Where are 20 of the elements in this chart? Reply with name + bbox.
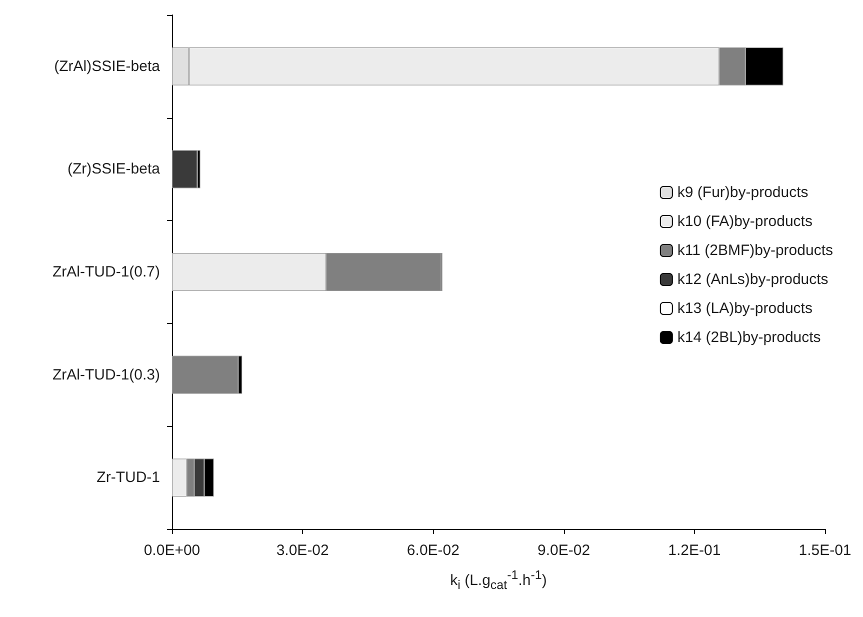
legend-label: k13 (LA)by-products bbox=[677, 300, 812, 317]
x-tick-label: 0.0E+00 bbox=[144, 542, 200, 559]
legend-label: k14 (2BL)by-products bbox=[677, 329, 821, 346]
bar bbox=[172, 356, 238, 394]
y-tick-label: ZrAl-TUD-1(0.3) bbox=[52, 366, 160, 384]
y-tick-label: ZrAl-TUD-1(0.7) bbox=[52, 264, 160, 280]
legend-label: k11 (2BMF)by-products bbox=[677, 242, 834, 259]
x-axis-title: k$_{i}$ (L.g$_{cat}$$^{-1}$.h$^{-1}$) bbox=[449, 568, 548, 592]
x-tick-label: 3.0E-02 bbox=[276, 542, 329, 559]
x-tick-label: 6.0E-02 bbox=[406, 542, 460, 559]
y-tick-label: (ZrAl)SSIE-beta bbox=[54, 58, 161, 75]
y-tick-label: (Zr)SSIE-beta bbox=[67, 160, 161, 178]
bar bbox=[172, 150, 198, 188]
x-tick-label: 9.0E-02 bbox=[538, 542, 590, 559]
legend-label: k12 (AnLs)by-products bbox=[677, 271, 828, 288]
legend-label: k10 (FA)by-products bbox=[677, 213, 812, 230]
x-tick-label: 1.5E-01 bbox=[798, 542, 852, 559]
x-tick-label: 1.2E-01 bbox=[668, 542, 721, 559]
y-tick-label: Zr-TUD-1 bbox=[96, 469, 160, 486]
legend-label: k9 (Fur)by-products bbox=[677, 184, 808, 201]
